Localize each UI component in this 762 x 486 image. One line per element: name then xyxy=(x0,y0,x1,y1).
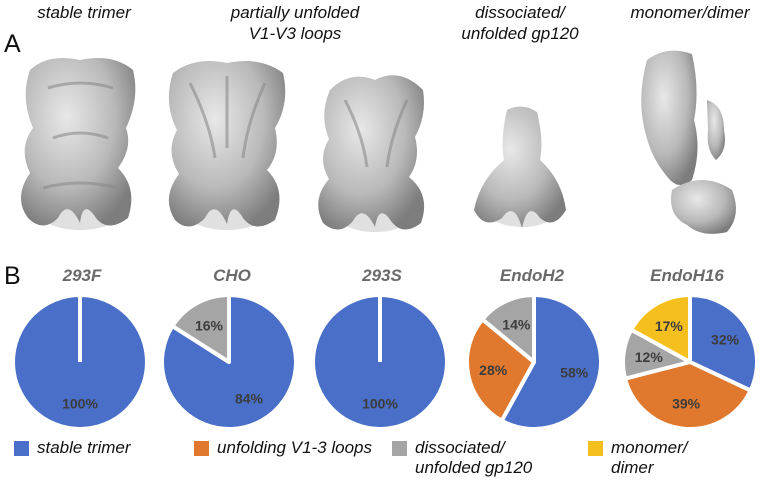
class-label-monomer-dimer: monomer/dimer xyxy=(630,3,750,22)
pie-title-293s: 293S xyxy=(362,266,402,285)
pie-endoh2-label-unfolding-v1-3-loops: 28% xyxy=(479,362,508,378)
legend-swatch-unfolding-loops xyxy=(194,441,209,456)
pie-endoh2-slice-stable-trimer xyxy=(499,293,603,431)
panel-b-letter: B xyxy=(4,262,21,290)
pie-endoh16-label-unfolding-v1-3-loops: 39% xyxy=(672,395,701,411)
density-map-partially-unfolded-2 xyxy=(318,75,425,232)
pie-endoh16-slice-unfolding-v1-3-loops xyxy=(623,360,753,431)
pie-endoh16-slice-monomer-dimer xyxy=(629,293,692,364)
pie-endoh2-slice-dissociated-unfolded-gp120 xyxy=(480,293,536,364)
pie-endoh16-label-stable-trimer: 32% xyxy=(711,332,740,348)
legend-item-monomer-dimer: monomer/ dimer xyxy=(588,438,688,478)
pie-293s-label-stable-trimer: 100% xyxy=(362,396,398,412)
class-label-partially-unfolded: partially unfolded V1-V3 loops xyxy=(230,3,360,43)
pie-title-endoh16: EndoH16 xyxy=(650,266,724,285)
pie-endoh2-slice-unfolding-v1-3-loops xyxy=(465,317,536,423)
legend-label-stable-trimer: stable trimer xyxy=(37,438,131,457)
pie-endoh2-label-dissociated-unfolded-gp120: 14% xyxy=(502,316,531,332)
legend-label-dissociated: dissociated/ unfolded gp120 xyxy=(415,438,533,477)
pie-cho-label-stable-trimer: 84% xyxy=(235,390,264,406)
class-label-dissociated: dissociated/ unfolded gp120 xyxy=(461,3,579,43)
pie-cho-slice-dissociated-unfolded-gp120 xyxy=(170,293,231,364)
legend-item-stable-trimer: stable trimer xyxy=(14,438,131,458)
legend-swatch-dissociated xyxy=(392,441,407,456)
panel-a-letter: A xyxy=(4,30,21,58)
pie-title-endoh2: EndoH2 xyxy=(499,266,565,285)
legend-label-unfolding-loops: unfolding V1-3 loops xyxy=(217,438,373,457)
legend-label-monomer-dimer: monomer/ dimer xyxy=(611,438,688,477)
density-map-monomer-dimer xyxy=(641,50,736,234)
legend-item-unfolding-loops: unfolding V1-3 loops xyxy=(194,438,372,458)
pie-title-293f: 293F xyxy=(62,266,102,285)
class-label-stable-trimer: stable trimer xyxy=(37,3,131,22)
pie-cho-label-dissociated-unfolded-gp120: 16% xyxy=(195,318,224,334)
pie-293f-label-stable-trimer: 100% xyxy=(62,396,98,412)
legend-swatch-stable-trimer xyxy=(14,441,29,456)
pie-endoh2-label-stable-trimer: 58% xyxy=(560,364,589,380)
pie-title-cho: CHO xyxy=(213,266,251,285)
legend: stable trimer unfolding V1-3 loops disso… xyxy=(14,438,754,482)
legend-item-dissociated: dissociated/ unfolded gp120 xyxy=(392,438,532,478)
pie-endoh16-slice-stable-trimer xyxy=(688,293,759,393)
pie-endoh16-label-monomer-dimer: 17% xyxy=(655,318,684,334)
density-map-stable-trimer xyxy=(20,57,136,230)
pie-endoh16-label-dissociated-unfolded-gp120: 12% xyxy=(635,349,664,365)
density-map-dissociated xyxy=(474,106,566,228)
legend-swatch-monomer-dimer xyxy=(588,441,603,456)
density-map-partially-unfolded-1 xyxy=(168,60,286,230)
